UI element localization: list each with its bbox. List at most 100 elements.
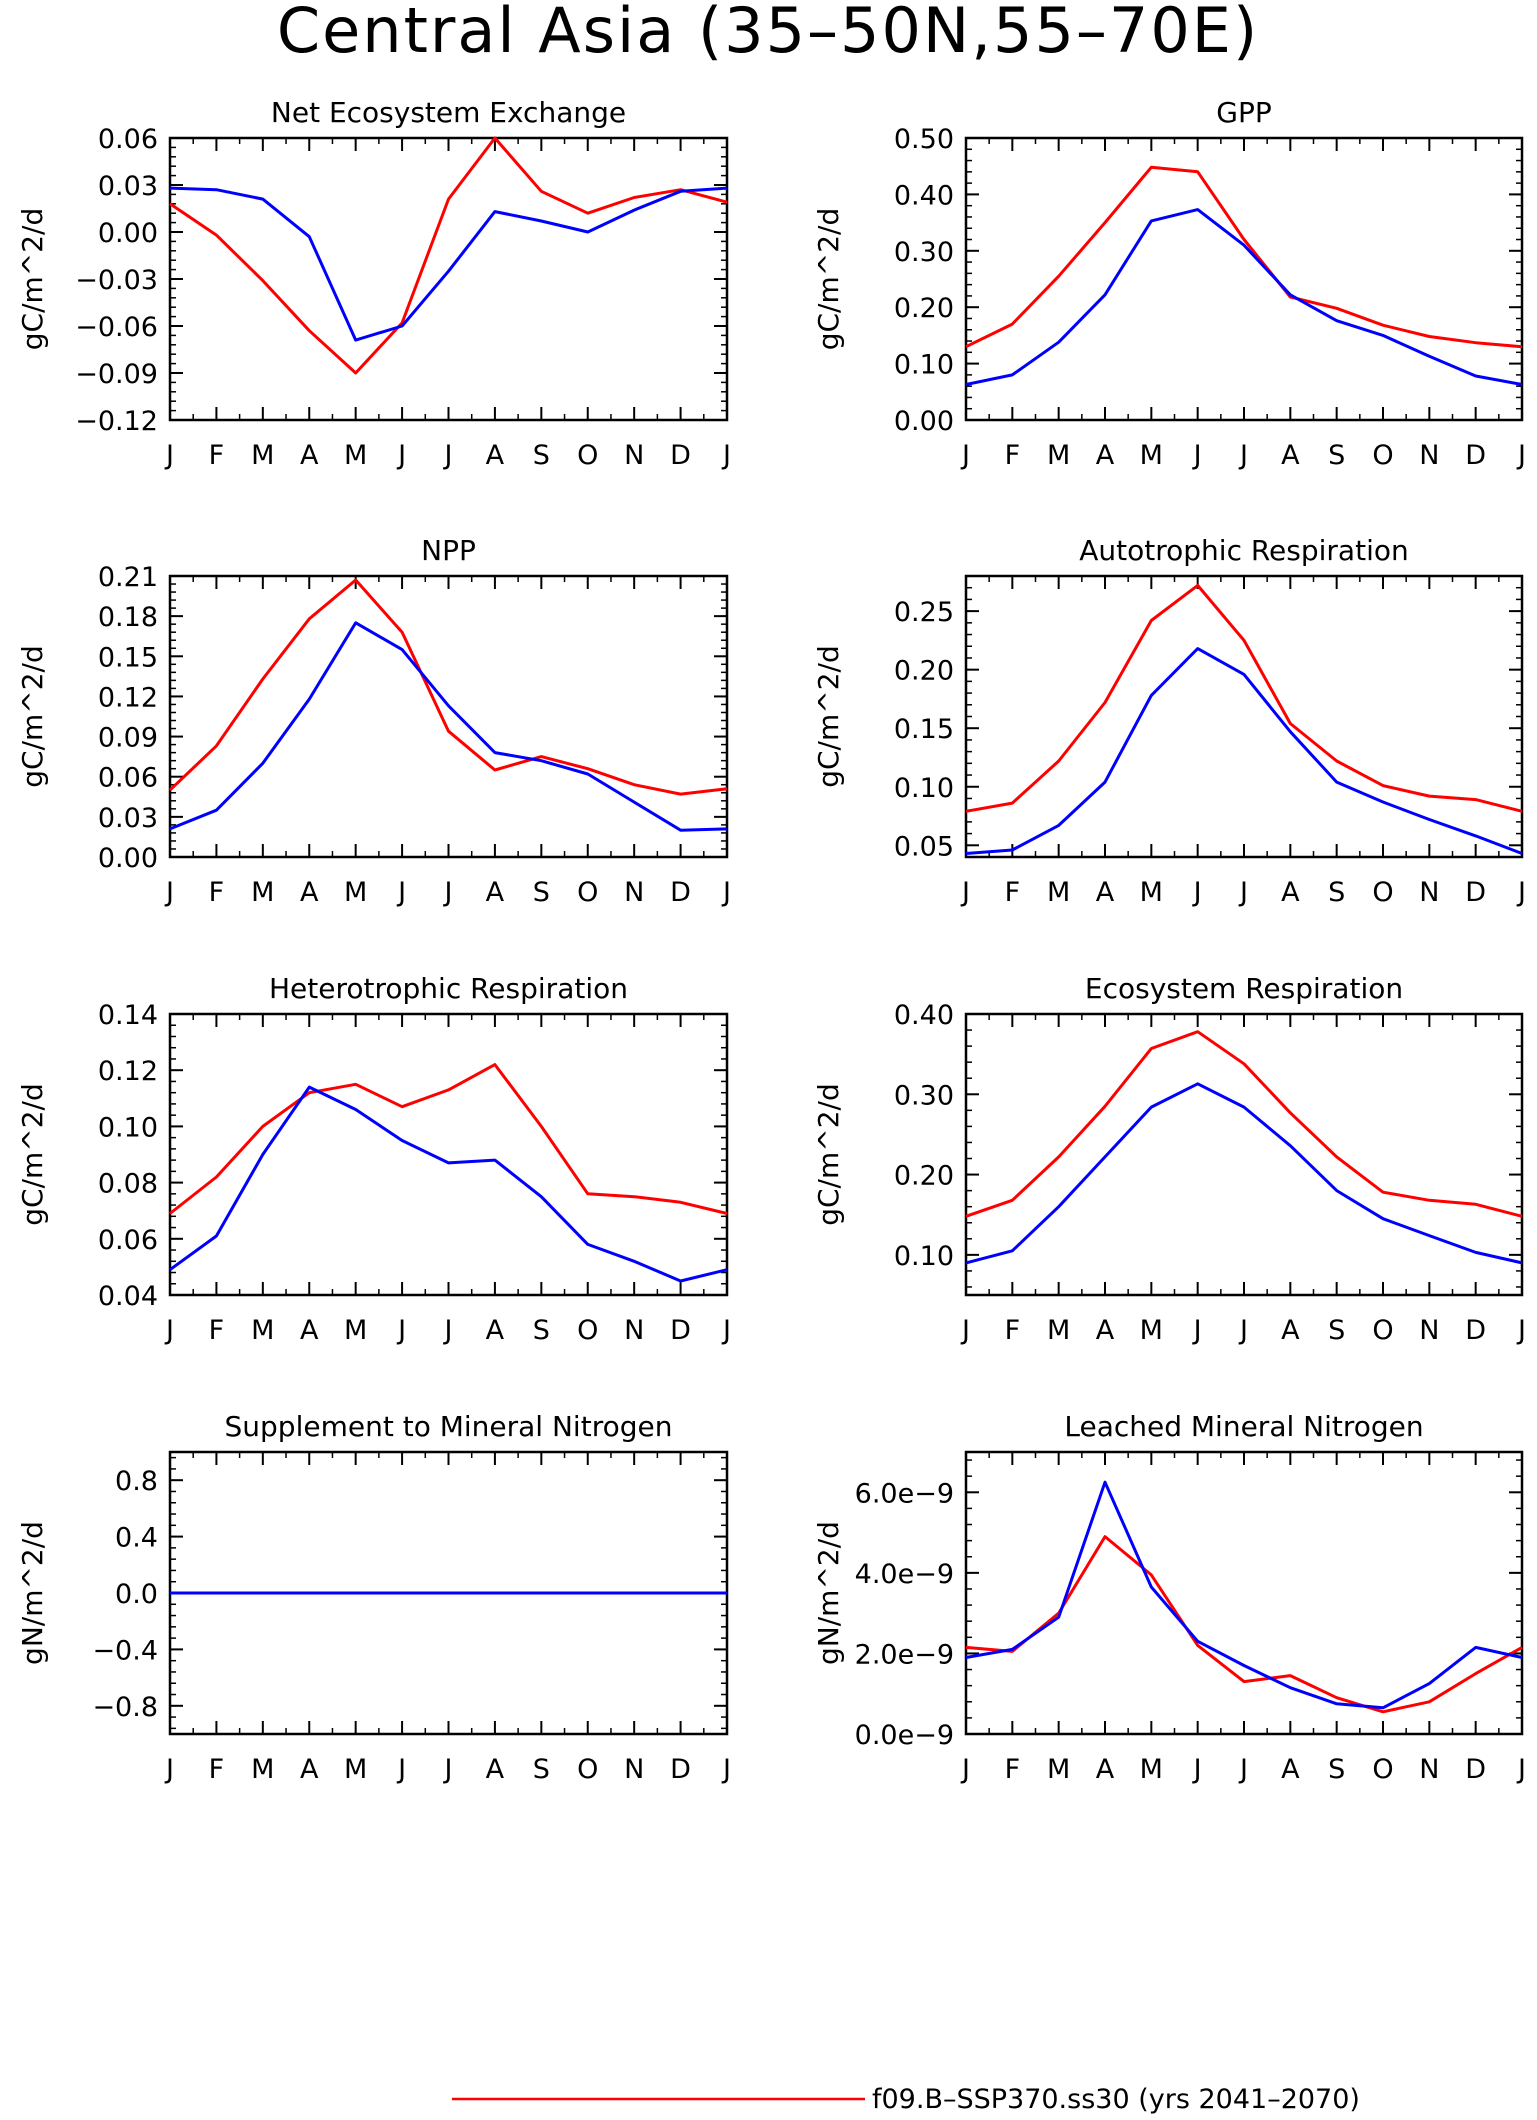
panel-npp-ytick-label: 0.15 xyxy=(98,642,158,673)
panel-leached-mineral-nitrogen-xtick-label: J xyxy=(960,1754,970,1785)
panel-ecosystem-respiration-series-2-line xyxy=(965,1082,1523,1265)
panel-npp-xtick-label: S xyxy=(533,877,550,908)
panel-net-ecosystem-exchange-xtick-label: M xyxy=(251,440,274,471)
panel-npp-xtick-label: M xyxy=(344,877,367,908)
panel-leached-mineral-nitrogen-xtick-label: J xyxy=(1238,1754,1248,1785)
panel-npp-ytick-label: 0.21 xyxy=(98,562,158,593)
panel-ecosystem-respiration-xtick-label: J xyxy=(960,1315,970,1346)
panel-ecosystem-respiration-frame xyxy=(964,1012,1524,1297)
panel-heterotrophic-respiration-ytick-label: 0.06 xyxy=(98,1225,158,1256)
panel-npp-series-1-line xyxy=(168,578,728,796)
panel-net-ecosystem-exchange-xtick-label: A xyxy=(486,440,505,471)
panel-gpp-xtick-label: A xyxy=(1096,440,1115,471)
panel-supplement-to-mineral-nitrogen-xtick-label: O xyxy=(577,1754,598,1785)
panel-heterotrophic-respiration-ytick-label: 0.04 xyxy=(98,1281,158,1312)
panel-heterotrophic-respiration-ytick-label: 0.10 xyxy=(98,1112,158,1143)
panel-net-ecosystem-exchange-xtick-label: M xyxy=(344,440,367,471)
panel-gpp-frame xyxy=(964,136,1524,422)
panel-gpp-ytick-label: 0.40 xyxy=(894,180,954,211)
panel-net-ecosystem-exchange-frame xyxy=(168,136,729,422)
panel-autotrophic-respiration-xtick-label: M xyxy=(1047,877,1070,908)
panel-npp-xtick-label: D xyxy=(670,877,691,908)
panel-leached-mineral-nitrogen-ylabel: gN/m^2/d xyxy=(812,1521,845,1665)
panel-ecosystem-respiration-ytick-label: 0.20 xyxy=(894,1161,954,1192)
panel-npp-ytick-label: 0.06 xyxy=(98,763,158,794)
panel-heterotrophic-respiration-ytick-label: 0.12 xyxy=(98,1056,158,1087)
panel-ecosystem-respiration-xtick-label: M xyxy=(1140,1315,1163,1346)
panel-net-ecosystem-exchange-xtick-label: O xyxy=(577,440,598,471)
panel-heterotrophic-respiration-xtick-label: M xyxy=(344,1315,367,1346)
panel-leached-mineral-nitrogen-ytick-label: 6.0e−9 xyxy=(855,1478,954,1509)
panel-gpp-ylabel: gC/m^2/d xyxy=(812,208,845,351)
panel-supplement-to-mineral-nitrogen-xtick-label: S xyxy=(533,1754,550,1785)
panel-ecosystem-respiration-xtick-label: J xyxy=(1516,1315,1526,1346)
panel-leached-mineral-nitrogen-ytick-label: 2.0e−9 xyxy=(855,1639,954,1670)
panel-net-ecosystem-exchange-xtick-label: J xyxy=(443,440,453,471)
panel-leached-mineral-nitrogen-title: Leached Mineral Nitrogen xyxy=(1064,1410,1423,1443)
panel-supplement-to-mineral-nitrogen-ytick-label: −0.8 xyxy=(92,1692,158,1723)
panel-heterotrophic-respiration-xtick-label: F xyxy=(209,1315,225,1346)
panel-gpp-ytick-label: 0.50 xyxy=(894,124,954,155)
panel-autotrophic-respiration-ytick-label: 0.10 xyxy=(894,773,954,804)
panel-autotrophic-respiration-series-2-line xyxy=(965,647,1523,855)
panel-autotrophic-respiration-series-1-line xyxy=(965,583,1523,813)
panel-heterotrophic-respiration-ytick-label: 0.14 xyxy=(98,1000,158,1031)
panel-autotrophic-respiration-title: Autotrophic Respiration xyxy=(1079,534,1408,567)
panel-leached-mineral-nitrogen-xtick-label: M xyxy=(1140,1754,1163,1785)
panel-net-ecosystem-exchange-title: Net Ecosystem Exchange xyxy=(271,96,626,129)
panel-leached-mineral-nitrogen-xtick-label: J xyxy=(1516,1754,1526,1785)
panel-net-ecosystem-exchange-xtick-label: D xyxy=(670,440,691,471)
panel-supplement-to-mineral-nitrogen-ylabel: gN/m^2/d xyxy=(16,1521,49,1665)
panel-heterotrophic-respiration-title: Heterotrophic Respiration xyxy=(269,972,628,1005)
panel-heterotrophic-respiration-xtick-label: J xyxy=(721,1315,731,1346)
panel-gpp-xtick-label: J xyxy=(1238,440,1248,471)
panel-npp-xtick-label: O xyxy=(577,877,598,908)
panel-autotrophic-respiration-xtick-label: S xyxy=(1328,877,1345,908)
panel-gpp-ytick-label: 0.30 xyxy=(894,237,954,268)
panel-heterotrophic-respiration-xtick-label: S xyxy=(533,1315,550,1346)
panel-supplement-to-mineral-nitrogen-ytick-label: 0.8 xyxy=(115,1466,158,1497)
panel-supplement-to-mineral-nitrogen-xtick-label: M xyxy=(344,1754,367,1785)
panel-heterotrophic-respiration-xtick-label: J xyxy=(164,1315,174,1346)
panel-npp-xtick-label: F xyxy=(209,877,225,908)
panel-gpp-ytick-label: 0.10 xyxy=(894,350,954,381)
panel-net-ecosystem-exchange-ytick-label: −0.12 xyxy=(75,406,158,437)
panel-ecosystem-respiration-xtick-label: M xyxy=(1047,1315,1070,1346)
panel-autotrophic-respiration-ytick-label: 0.15 xyxy=(894,714,954,745)
panel-gpp-xtick-label: J xyxy=(1192,440,1202,471)
panel-ecosystem-respiration-xtick-label: F xyxy=(1005,1315,1021,1346)
panel-npp-xtick-label: J xyxy=(443,877,453,908)
panel-ecosystem-respiration-ytick-label: 0.40 xyxy=(894,1000,954,1031)
panel-leached-mineral-nitrogen-xtick-label: M xyxy=(1047,1754,1070,1785)
panel-gpp-xtick-label: J xyxy=(1516,440,1526,471)
panel-supplement-to-mineral-nitrogen-xtick-label: N xyxy=(624,1754,644,1785)
panel-npp-frame xyxy=(168,574,729,859)
panel-ecosystem-respiration-series-1-line xyxy=(965,1030,1523,1218)
panel-supplement-to-mineral-nitrogen-title: Supplement to Mineral Nitrogen xyxy=(225,1410,673,1443)
panel-leached-mineral-nitrogen-xtick-label: J xyxy=(1192,1754,1202,1785)
panel-npp-xtick-label: A xyxy=(486,877,505,908)
panel-net-ecosystem-exchange-xtick-label: N xyxy=(624,440,644,471)
panel-npp-ytick-label: 0.03 xyxy=(98,803,158,834)
panel-ecosystem-respiration-xtick-label: N xyxy=(1419,1315,1439,1346)
panel-autotrophic-respiration-xtick-label: J xyxy=(1516,877,1526,908)
panel-supplement-to-mineral-nitrogen-ytick-label: −0.4 xyxy=(92,1635,158,1666)
panel-npp-ylabel: gC/m^2/d xyxy=(16,645,49,788)
panel-gpp-xtick-label: O xyxy=(1372,440,1393,471)
panel-supplement-to-mineral-nitrogen-xtick-label: J xyxy=(396,1754,406,1785)
legend-label-series1: f09.B–SSP370.ss30 (yrs 2041–2070) xyxy=(872,2084,1360,2115)
panel-leached-mineral-nitrogen-xtick-label: S xyxy=(1328,1754,1345,1785)
panel-net-ecosystem-exchange-series-2-line xyxy=(169,186,728,342)
panel-heterotrophic-respiration-xtick-label: O xyxy=(577,1315,598,1346)
panel-leached-mineral-nitrogen-series-2-line xyxy=(965,1480,1523,1710)
panel-heterotrophic-respiration-series-1-line xyxy=(169,1063,728,1215)
panel-gpp-series-2-line xyxy=(965,208,1523,386)
panel-autotrophic-respiration-xtick-label: A xyxy=(1281,877,1300,908)
panel-npp-xtick-label: J xyxy=(164,877,174,908)
